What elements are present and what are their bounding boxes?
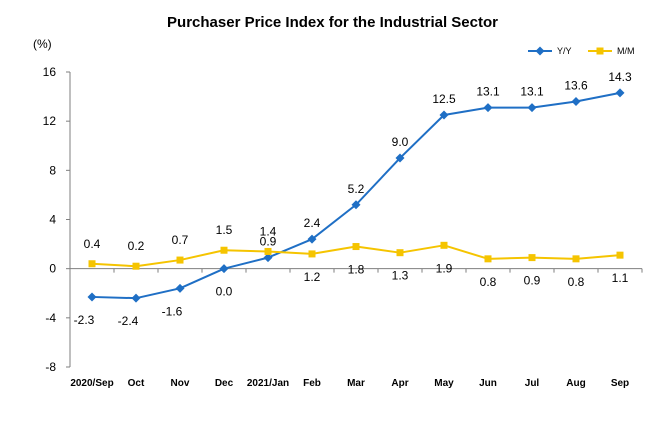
point-mm — [616, 251, 624, 259]
x-tick-label: Jul — [525, 378, 540, 389]
data-label-mm: 0.8 — [568, 275, 585, 289]
y-unit-label: (%) — [33, 37, 52, 51]
data-label-yy: 12.5 — [432, 92, 456, 106]
point-mm — [484, 255, 492, 263]
point-mm — [264, 247, 272, 255]
point-mm — [176, 256, 184, 264]
x-tick-label: Dec — [215, 378, 234, 389]
data-label-yy: -1.6 — [162, 304, 183, 318]
y-tick-label: -4 — [45, 311, 56, 325]
data-label-mm: 0.4 — [84, 237, 101, 251]
point-yy — [351, 200, 361, 210]
data-label-mm: 1.8 — [348, 263, 365, 277]
point-yy — [527, 103, 537, 113]
x-tick-label: Oct — [128, 378, 145, 389]
x-tick-label: Nov — [171, 378, 190, 389]
y-tick-label: -8 — [45, 360, 56, 374]
data-label-mm: 1.3 — [392, 269, 409, 283]
point-mm — [396, 249, 404, 257]
y-tick-label: 8 — [49, 163, 56, 177]
x-tick-label: Mar — [347, 378, 365, 389]
data-label-yy: 0.0 — [216, 285, 233, 299]
data-label-yy: 13.1 — [520, 85, 544, 99]
point-yy — [87, 292, 97, 302]
point-mm — [220, 246, 228, 254]
point-yy — [483, 103, 493, 113]
data-label-yy: -2.3 — [74, 313, 95, 327]
y-tick-label: 4 — [49, 213, 56, 227]
data-label-yy: 13.1 — [476, 85, 500, 99]
point-yy — [175, 283, 185, 293]
data-label-yy: 2.4 — [304, 216, 321, 230]
data-label-mm: 0.8 — [480, 275, 497, 289]
x-tick-label: 2020/Sep — [70, 378, 113, 389]
point-mm — [572, 255, 580, 263]
data-label-mm: 1.9 — [436, 261, 453, 275]
legend-label: M/M — [617, 46, 635, 56]
point-yy — [615, 88, 625, 98]
y-tick-label: 0 — [49, 262, 56, 276]
legend-label: Y/Y — [557, 46, 572, 56]
x-tick-label: Feb — [303, 378, 321, 389]
y-tick-label: 16 — [43, 65, 57, 79]
data-label-mm: 1.2 — [304, 270, 321, 284]
point-mm — [308, 250, 316, 258]
data-label-mm: 0.7 — [172, 233, 189, 247]
point-yy-legend — [535, 46, 545, 56]
data-label-yy: 13.6 — [564, 79, 588, 93]
data-label-mm: 1.1 — [612, 271, 629, 285]
point-yy — [571, 97, 581, 106]
x-tick-label: Sep — [611, 378, 629, 389]
data-label-mm: 0.2 — [128, 239, 145, 253]
x-tick-label: 2021/Jan — [247, 378, 289, 389]
data-label-mm: 1.5 — [216, 223, 233, 237]
point-yy — [263, 253, 273, 263]
data-label-yy: 0.9 — [260, 235, 277, 249]
point-yy — [219, 264, 229, 274]
point-mm — [352, 243, 360, 251]
data-label-yy: -2.4 — [118, 314, 139, 328]
point-mm — [440, 241, 448, 249]
point-yy — [439, 110, 449, 120]
data-label-yy: 9.0 — [392, 135, 409, 149]
data-label-yy: 5.2 — [348, 182, 365, 196]
data-label-mm: 0.9 — [524, 274, 541, 288]
point-yy — [307, 234, 317, 244]
data-label-mm: 1.4 — [260, 224, 277, 238]
point-mm-legend — [596, 47, 604, 55]
chart-title: Purchaser Price Index for the Industrial… — [167, 14, 498, 31]
x-tick-label: May — [434, 378, 454, 389]
point-yy — [395, 153, 405, 163]
point-mm — [528, 254, 536, 262]
data-label-yy: 14.3 — [608, 70, 632, 84]
x-tick-label: Aug — [566, 378, 585, 389]
point-yy — [131, 293, 141, 303]
x-tick-label: Apr — [391, 378, 408, 389]
y-tick-label: 12 — [43, 114, 57, 128]
point-mm — [88, 260, 96, 268]
x-tick-label: Jun — [479, 378, 497, 389]
point-mm — [132, 262, 140, 270]
